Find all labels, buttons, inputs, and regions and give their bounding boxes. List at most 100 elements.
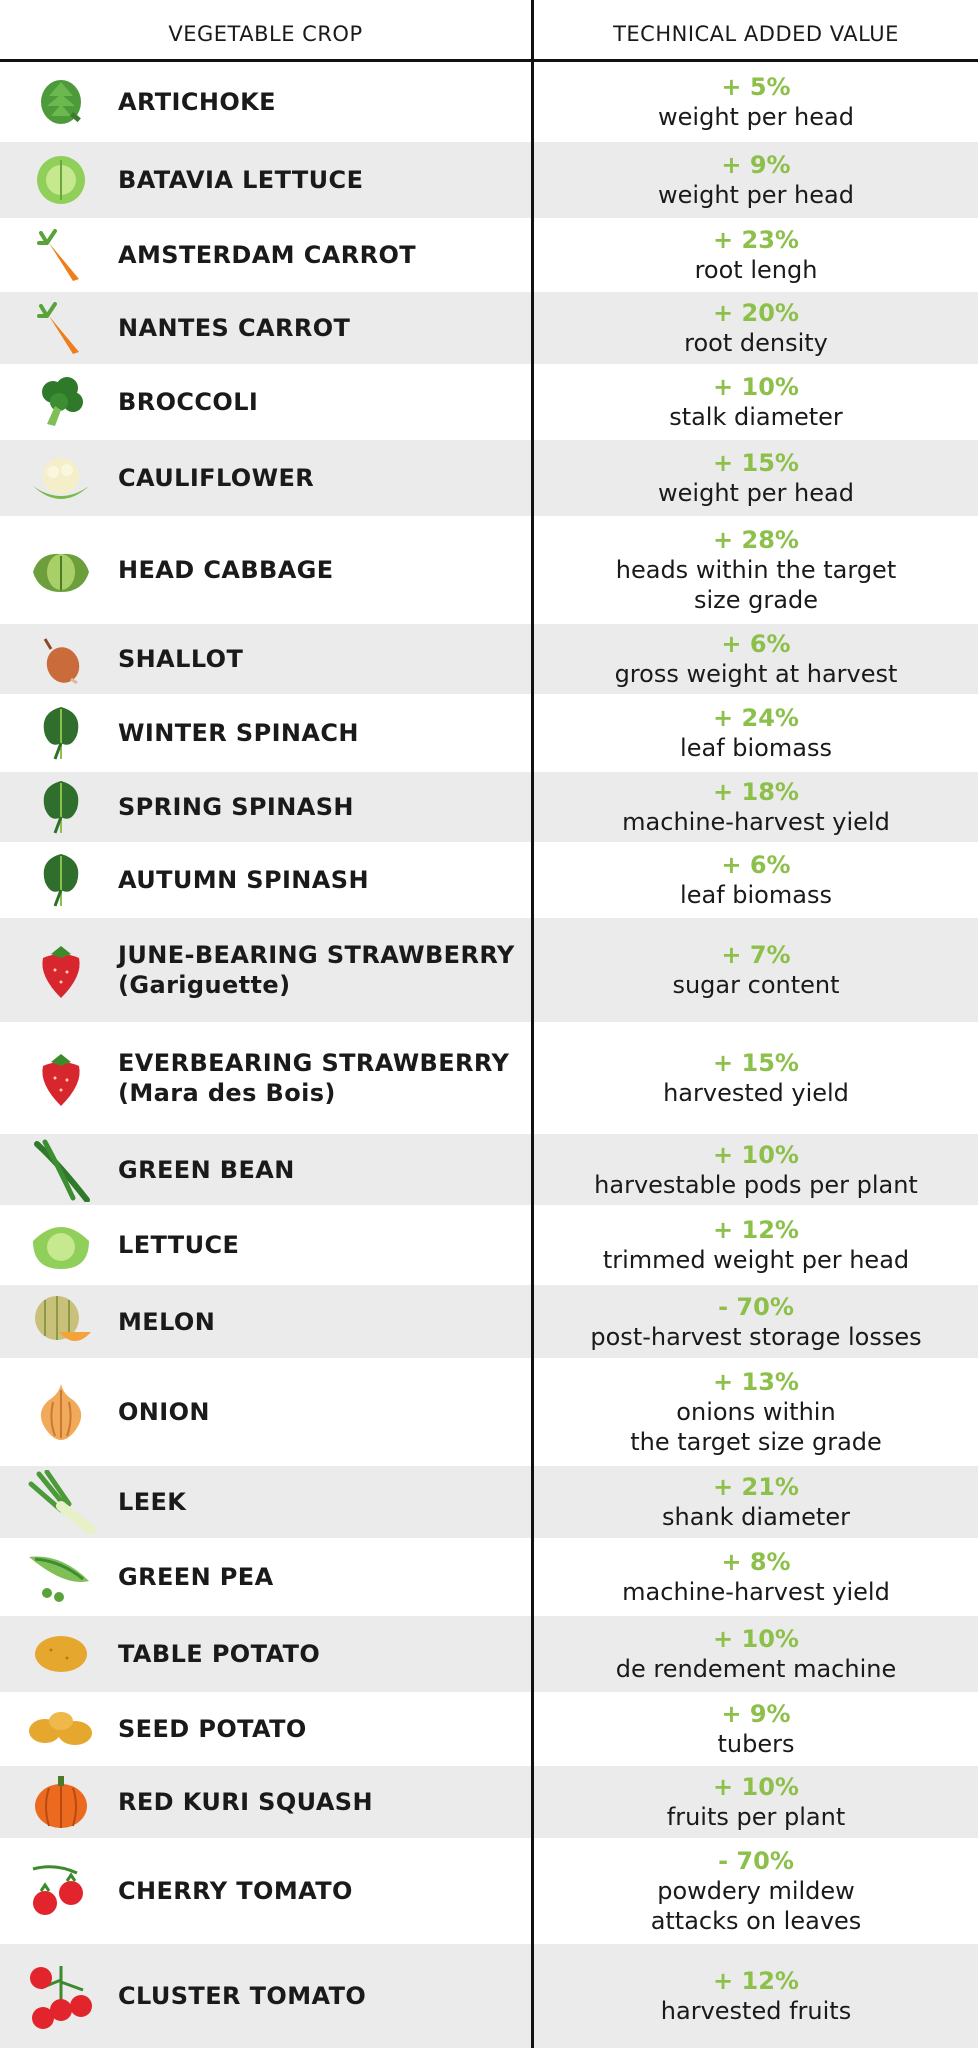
value-percent: + 10% [713, 1773, 799, 1801]
crop-name: HEAD CABBAGE [118, 516, 518, 624]
value-description: machine-harvest yield [622, 808, 890, 836]
value-description: heads within the target [615, 556, 897, 584]
crop-name: RED KURI SQUASH [118, 1766, 518, 1838]
value-percent: + 5% [721, 73, 791, 101]
added-value: + 21% shank diameter [534, 1466, 978, 1538]
added-value: + 10% harvestable pods per plant [534, 1134, 978, 1205]
batavia-lettuce-icon [22, 142, 100, 218]
value-description-line2: size grade [694, 586, 818, 614]
header-crop: VEGETABLE CROP [168, 22, 363, 46]
added-value: + 28% heads within the target size grade [534, 516, 978, 624]
lettuce-icon [22, 1205, 100, 1285]
header-value: TECHNICAL ADDED VALUE [613, 22, 899, 46]
value-description: harvested fruits [660, 1997, 852, 2025]
crop-name: NANTES CARROT [118, 292, 518, 364]
table-row: GREEN PEA + 8% machine-harvest yield [0, 1538, 978, 1616]
value-percent: + 15% [713, 1049, 799, 1077]
value-description-line2: the target size grade [630, 1428, 882, 1456]
crop-label: HEAD CABBAGE [118, 556, 334, 584]
artichoke-icon [22, 62, 100, 142]
table-row: CLUSTER TOMATO + 12% harvested fruits [0, 1944, 978, 2048]
table-row: JUNE-BEARING STRAWBERRY (Gariguette) + 7% s… [0, 918, 978, 1022]
value-percent: + 10% [713, 1625, 799, 1653]
carrot-icon [22, 292, 100, 364]
value-percent: + 21% [713, 1473, 799, 1501]
value-description: leaf biomass [680, 734, 832, 762]
melon-icon [22, 1285, 100, 1358]
added-value: + 5% weight per head [534, 62, 978, 142]
value-description: shank diameter [662, 1503, 850, 1531]
value-description: machine-harvest yield [622, 1578, 890, 1606]
value-percent: + 18% [713, 778, 799, 806]
added-value: + 12% trimmed weight per head [534, 1205, 978, 1285]
value-percent: + 15% [713, 449, 799, 477]
crop-name: ARTICHOKE [118, 62, 518, 142]
added-value: + 9% weight per head [534, 142, 978, 218]
crop-label: MELON [118, 1307, 216, 1336]
value-description: tubers [717, 1730, 795, 1758]
crop-name: JUNE-BEARING STRAWBERRY (Gariguette) [118, 918, 518, 1022]
crop-label: SHALLOT [118, 645, 244, 673]
crop-label: CAULIFLOWER [118, 464, 315, 492]
crop-label: BATAVIA LETTUCE [118, 166, 364, 194]
carrot-icon [22, 218, 100, 292]
value-percent: + 20% [713, 299, 799, 327]
value-percent: + 9% [721, 151, 791, 179]
crop-variety: (Mara des Bois) [118, 1079, 336, 1107]
value-percent: + 10% [713, 373, 799, 401]
added-value: + 9% tubers [534, 1692, 978, 1766]
value-description: weight per head [658, 181, 854, 209]
crop-label: CLUSTER TOMATO [118, 1982, 367, 2010]
crop-name: AUTUMN SPINASH [118, 842, 518, 918]
crop-name: CAULIFLOWER [118, 440, 518, 516]
table-row: BATAVIA LETTUCE + 9% weight per head [0, 142, 978, 218]
spinach-icon [22, 842, 100, 918]
table-row: CHERRY TOMATO - 70% powdery mildew attacks … [0, 1838, 978, 1944]
value-description: weight per head [658, 103, 854, 131]
leek-icon [22, 1466, 100, 1538]
crop-name: GREEN PEA [118, 1538, 518, 1616]
crop-label: TABLE POTATO [118, 1640, 321, 1668]
value-percent: - 70% [718, 1847, 794, 1875]
added-value: + 7% sugar content [534, 918, 978, 1022]
added-value: + 10% stalk diameter [534, 364, 978, 440]
table-row: GREEN BEAN + 10% harvestable pods per plan… [0, 1134, 978, 1205]
crop-name: LETTUCE [118, 1205, 518, 1285]
value-percent: + 23% [713, 226, 799, 254]
crop-name: EVERBEARING STRAWBERRY (Mara des Bois) [118, 1022, 518, 1134]
table-row: ARTICHOKE + 5% weight per head [0, 62, 978, 142]
table-row: LEEK + 21% shank diameter [0, 1466, 978, 1538]
seed-potato-icon [22, 1692, 100, 1766]
table-row: TABLE POTATO + 10% de rendement machine [0, 1616, 978, 1692]
value-percent: + 24% [713, 704, 799, 732]
table-row: RED KURI SQUASH + 10% fruits per plant [0, 1766, 978, 1838]
spinach-icon [22, 694, 100, 772]
value-percent: + 12% [713, 1216, 799, 1244]
value-description: fruits per plant [666, 1803, 846, 1831]
value-description: post-harvest storage losses [590, 1322, 922, 1351]
value-description: onions within [676, 1398, 836, 1426]
value-description: de rendement machine [615, 1655, 897, 1683]
crop-label: RED KURI SQUASH [118, 1788, 373, 1816]
value-description-line2: attacks on leaves [650, 1907, 862, 1935]
added-value: + 18% machine-harvest yield [534, 772, 978, 842]
added-value: + 12% harvested fruits [534, 1944, 978, 2048]
crop-name: CHERRY TOMATO [118, 1838, 518, 1944]
green-bean-icon [22, 1134, 100, 1205]
value-description: root lengh [694, 256, 818, 284]
table-row: ONION + 13% onions within the target size g… [0, 1358, 978, 1466]
table-row: AMSTERDAM CARROT + 23% root lengh [0, 218, 978, 292]
added-value: + 13% onions within the target size grade [534, 1358, 978, 1466]
table-header: VEGETABLE CROP TECHNICAL ADDED VALUE [0, 0, 978, 62]
crop-label: LETTUCE [118, 1231, 240, 1259]
shallot-icon [22, 624, 100, 694]
crop-label: CHERRY TOMATO [118, 1877, 353, 1905]
value-percent: + 6% [721, 851, 791, 879]
crop-name: WINTER SPINACH [118, 694, 518, 772]
crop-label: AMSTERDAM CARROT [118, 241, 417, 269]
value-percent: + 7% [721, 941, 791, 969]
crop-name: SHALLOT [118, 624, 518, 694]
crop-name: GREEN BEAN [118, 1134, 518, 1205]
crop-label: AUTUMN SPINASH [118, 866, 369, 894]
